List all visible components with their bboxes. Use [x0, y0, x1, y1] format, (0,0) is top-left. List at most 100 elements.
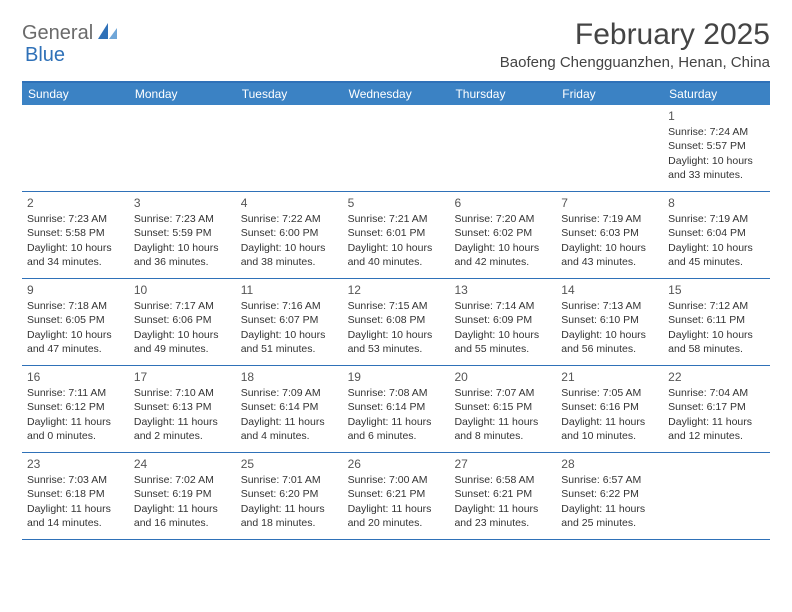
daylight-text: Daylight: 10 hours and 53 minutes. [348, 328, 445, 356]
daylight-text: Daylight: 10 hours and 45 minutes. [668, 241, 765, 269]
daylight-text: Daylight: 11 hours and 18 minutes. [241, 502, 338, 530]
sunrise-text: Sunrise: 7:16 AM [241, 299, 338, 313]
sunrise-text: Sunrise: 7:17 AM [134, 299, 231, 313]
sunrise-text: Sunrise: 7:23 AM [134, 212, 231, 226]
sunset-text: Sunset: 6:16 PM [561, 400, 658, 414]
sunrise-text: Sunrise: 7:18 AM [27, 299, 124, 313]
title-block: February 2025 Baofeng Chengguanzhen, Hen… [500, 18, 770, 71]
day-number: 18 [241, 369, 338, 385]
day-cell: 22Sunrise: 7:04 AMSunset: 6:17 PMDayligh… [663, 366, 770, 452]
dayhead-sunday: Sunday [22, 83, 129, 105]
day-number: 19 [348, 369, 445, 385]
sunset-text: Sunset: 5:57 PM [668, 139, 765, 153]
week-row: 1Sunrise: 7:24 AMSunset: 5:57 PMDaylight… [22, 105, 770, 192]
daylight-text: Daylight: 10 hours and 36 minutes. [134, 241, 231, 269]
sunrise-text: Sunrise: 6:58 AM [454, 473, 551, 487]
sunrise-text: Sunrise: 7:19 AM [561, 212, 658, 226]
sunset-text: Sunset: 6:10 PM [561, 313, 658, 327]
dayhead-thursday: Thursday [449, 83, 556, 105]
daylight-text: Daylight: 10 hours and 47 minutes. [27, 328, 124, 356]
day-number: 7 [561, 195, 658, 211]
day-cell [663, 453, 770, 539]
day-cell: 12Sunrise: 7:15 AMSunset: 6:08 PMDayligh… [343, 279, 450, 365]
day-cell: 14Sunrise: 7:13 AMSunset: 6:10 PMDayligh… [556, 279, 663, 365]
sunset-text: Sunset: 5:58 PM [27, 226, 124, 240]
sunrise-text: Sunrise: 7:03 AM [27, 473, 124, 487]
day-cell: 24Sunrise: 7:02 AMSunset: 6:19 PMDayligh… [129, 453, 236, 539]
day-number: 5 [348, 195, 445, 211]
day-cell: 4Sunrise: 7:22 AMSunset: 6:00 PMDaylight… [236, 192, 343, 278]
day-number: 12 [348, 282, 445, 298]
day-number: 21 [561, 369, 658, 385]
sunrise-text: Sunrise: 7:24 AM [668, 125, 765, 139]
daylight-text: Daylight: 11 hours and 14 minutes. [27, 502, 124, 530]
sunrise-text: Sunrise: 7:02 AM [134, 473, 231, 487]
day-cell: 1Sunrise: 7:24 AMSunset: 5:57 PMDaylight… [663, 105, 770, 191]
sunrise-text: Sunrise: 7:01 AM [241, 473, 338, 487]
day-number: 10 [134, 282, 231, 298]
sunset-text: Sunset: 6:22 PM [561, 487, 658, 501]
sunset-text: Sunset: 6:21 PM [454, 487, 551, 501]
sunset-text: Sunset: 6:05 PM [27, 313, 124, 327]
day-cell: 13Sunrise: 7:14 AMSunset: 6:09 PMDayligh… [449, 279, 556, 365]
header: General February 2025 Baofeng Chengguanz… [22, 18, 770, 71]
daylight-text: Daylight: 11 hours and 20 minutes. [348, 502, 445, 530]
day-cell [343, 105, 450, 191]
daylight-text: Daylight: 10 hours and 42 minutes. [454, 241, 551, 269]
daylight-text: Daylight: 10 hours and 51 minutes. [241, 328, 338, 356]
day-cell [129, 105, 236, 191]
sunset-text: Sunset: 6:18 PM [27, 487, 124, 501]
daylight-text: Daylight: 11 hours and 16 minutes. [134, 502, 231, 530]
day-number: 22 [668, 369, 765, 385]
sunrise-text: Sunrise: 7:19 AM [668, 212, 765, 226]
daylight-text: Daylight: 10 hours and 58 minutes. [668, 328, 765, 356]
day-cell: 9Sunrise: 7:18 AMSunset: 6:05 PMDaylight… [22, 279, 129, 365]
sunset-text: Sunset: 6:13 PM [134, 400, 231, 414]
day-number: 27 [454, 456, 551, 472]
day-number: 2 [27, 195, 124, 211]
dayhead-tuesday: Tuesday [236, 83, 343, 105]
sunrise-text: Sunrise: 7:10 AM [134, 386, 231, 400]
sunrise-text: Sunrise: 7:14 AM [454, 299, 551, 313]
week-row: 16Sunrise: 7:11 AMSunset: 6:12 PM Dayligh… [22, 366, 770, 453]
sunset-text: Sunset: 6:07 PM [241, 313, 338, 327]
weeks-container: 1Sunrise: 7:24 AMSunset: 5:57 PMDaylight… [22, 105, 770, 540]
logo-text-blue: Blue [25, 44, 65, 66]
week-row: 2 Sunrise: 7:23 AM Sunset: 5:58 PM Daylight… [22, 192, 770, 279]
sunset-text: Sunset: 6:12 PM [27, 400, 124, 414]
day-cell: 19Sunrise: 7:08 AMSunset: 6:14 PMDayligh… [343, 366, 450, 452]
daylight-text: Daylight: 11 hours and 10 minutes. [561, 415, 658, 443]
day-number: 16 [27, 369, 124, 385]
day-number: 6 [454, 195, 551, 211]
sunset-text: Sunset: 6:20 PM [241, 487, 338, 501]
sunset-text: Sunset: 6:03 PM [561, 226, 658, 240]
day-number: 28 [561, 456, 658, 472]
sunset-text: Sunset: 6:11 PM [668, 313, 765, 327]
sunrise-text: Sunrise: 7:08 AM [348, 386, 445, 400]
day-number: 14 [561, 282, 658, 298]
logo-sail-icon [97, 22, 119, 45]
day-cell [449, 105, 556, 191]
logo: General [22, 22, 121, 45]
week-row: 9Sunrise: 7:18 AMSunset: 6:05 PMDaylight… [22, 279, 770, 366]
day-cell: 11Sunrise: 7:16 AMSunset: 6:07 PMDayligh… [236, 279, 343, 365]
sunset-text: Sunset: 6:08 PM [348, 313, 445, 327]
sunrise-text: Sunrise: 7:04 AM [668, 386, 765, 400]
daylight-text: Daylight: 10 hours and 40 minutes. [348, 241, 445, 269]
daylight-text: Daylight: 10 hours and 38 minutes. [241, 241, 338, 269]
day-cell: 15Sunrise: 7:12 AMSunset: 6:11 PMDayligh… [663, 279, 770, 365]
sunset-text: Sunset: 6:06 PM [134, 313, 231, 327]
sunset-text: Sunset: 6:15 PM [454, 400, 551, 414]
day-number: 13 [454, 282, 551, 298]
calendar: Sunday Monday Tuesday Wednesday Thursday… [22, 81, 770, 540]
sunset-text: Sunset: 6:17 PM [668, 400, 765, 414]
day-cell: 5Sunrise: 7:21 AMSunset: 6:01 PMDaylight… [343, 192, 450, 278]
location-label: Baofeng Chengguanzhen, Henan, China [500, 54, 770, 71]
day-cell: 6Sunrise: 7:20 AMSunset: 6:02 PMDaylight… [449, 192, 556, 278]
sunset-text: Sunset: 6:02 PM [454, 226, 551, 240]
day-cell: 28Sunrise: 6:57 AMSunset: 6:22 PMDayligh… [556, 453, 663, 539]
day-cell [22, 105, 129, 191]
sunrise-text: Sunrise: 7:11 AM [27, 386, 124, 400]
day-cell: 7Sunrise: 7:19 AMSunset: 6:03 PMDaylight… [556, 192, 663, 278]
daylight-text: Daylight: 11 hours and 4 minutes. [241, 415, 338, 443]
